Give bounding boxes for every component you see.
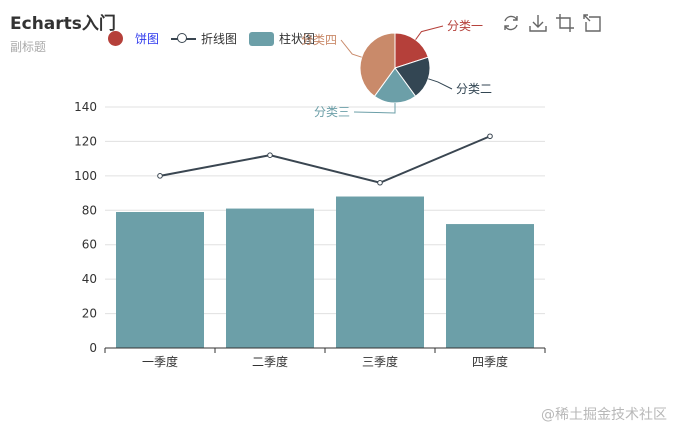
pie-label: 分类二 <box>456 82 492 96</box>
y-tick-label: 120 <box>74 134 97 148</box>
bar <box>446 224 534 348</box>
legend-line-swatch <box>171 32 197 46</box>
line-point <box>157 173 163 179</box>
bar <box>116 212 204 348</box>
legend-line-label: 折线图 <box>201 32 238 46</box>
pie-slice <box>394 56 431 98</box>
legend-item-pie[interactable]: 饼图 <box>108 30 159 47</box>
chart-title: Echarts入门 <box>10 14 116 34</box>
pie-label-line <box>428 78 453 90</box>
y-tick-label: 140 <box>74 100 97 114</box>
y-tick-label: 0 <box>89 341 97 355</box>
zoom-reset-icon[interactable] <box>581 12 603 34</box>
watermark: @稀土掘金技术社区 <box>541 407 667 423</box>
download-icon[interactable] <box>527 12 549 34</box>
legend-bar-label: 柱状图 <box>279 32 316 46</box>
y-tick-label: 20 <box>82 307 97 321</box>
legend-item-bar[interactable]: 柱状图 <box>249 30 315 47</box>
chart-subtitle: 副标题 <box>10 40 47 54</box>
toolbox <box>500 12 608 34</box>
legend-pie-swatch <box>108 31 123 46</box>
pie-label-line <box>340 39 362 58</box>
pie-slice <box>373 67 417 104</box>
pie-label: 分类四 <box>301 33 337 47</box>
pie-slice <box>394 32 429 69</box>
legend: 饼图 折线图 柱状图 <box>108 30 327 47</box>
y-tick-label: 100 <box>74 169 97 183</box>
refresh-icon[interactable] <box>500 12 522 34</box>
x-tick-label: 一季度 <box>142 354 178 369</box>
y-tick-label: 60 <box>82 238 97 252</box>
y-tick-label: 80 <box>82 203 97 217</box>
pie-label-line <box>353 103 396 114</box>
legend-pie-label: 饼图 <box>135 32 160 46</box>
pie-label: 分类三 <box>314 105 350 119</box>
x-tick-label: 三季度 <box>362 354 398 369</box>
legend-bar-swatch <box>249 31 275 46</box>
pie-label-line <box>415 25 444 40</box>
legend-item-line[interactable]: 折线图 <box>171 30 237 47</box>
pie-label: 分类一 <box>447 19 483 33</box>
line-point <box>267 152 273 158</box>
bar <box>336 196 424 348</box>
pie-slice <box>359 32 396 98</box>
x-tick-label: 二季度 <box>252 354 288 369</box>
line-point <box>487 133 493 140</box>
y-tick-label: 40 <box>82 272 97 286</box>
line-point <box>377 179 383 186</box>
zoom-icon[interactable] <box>554 12 576 34</box>
x-tick-label: 四季度 <box>472 354 508 369</box>
line-series <box>159 135 491 184</box>
bar <box>226 208 314 348</box>
